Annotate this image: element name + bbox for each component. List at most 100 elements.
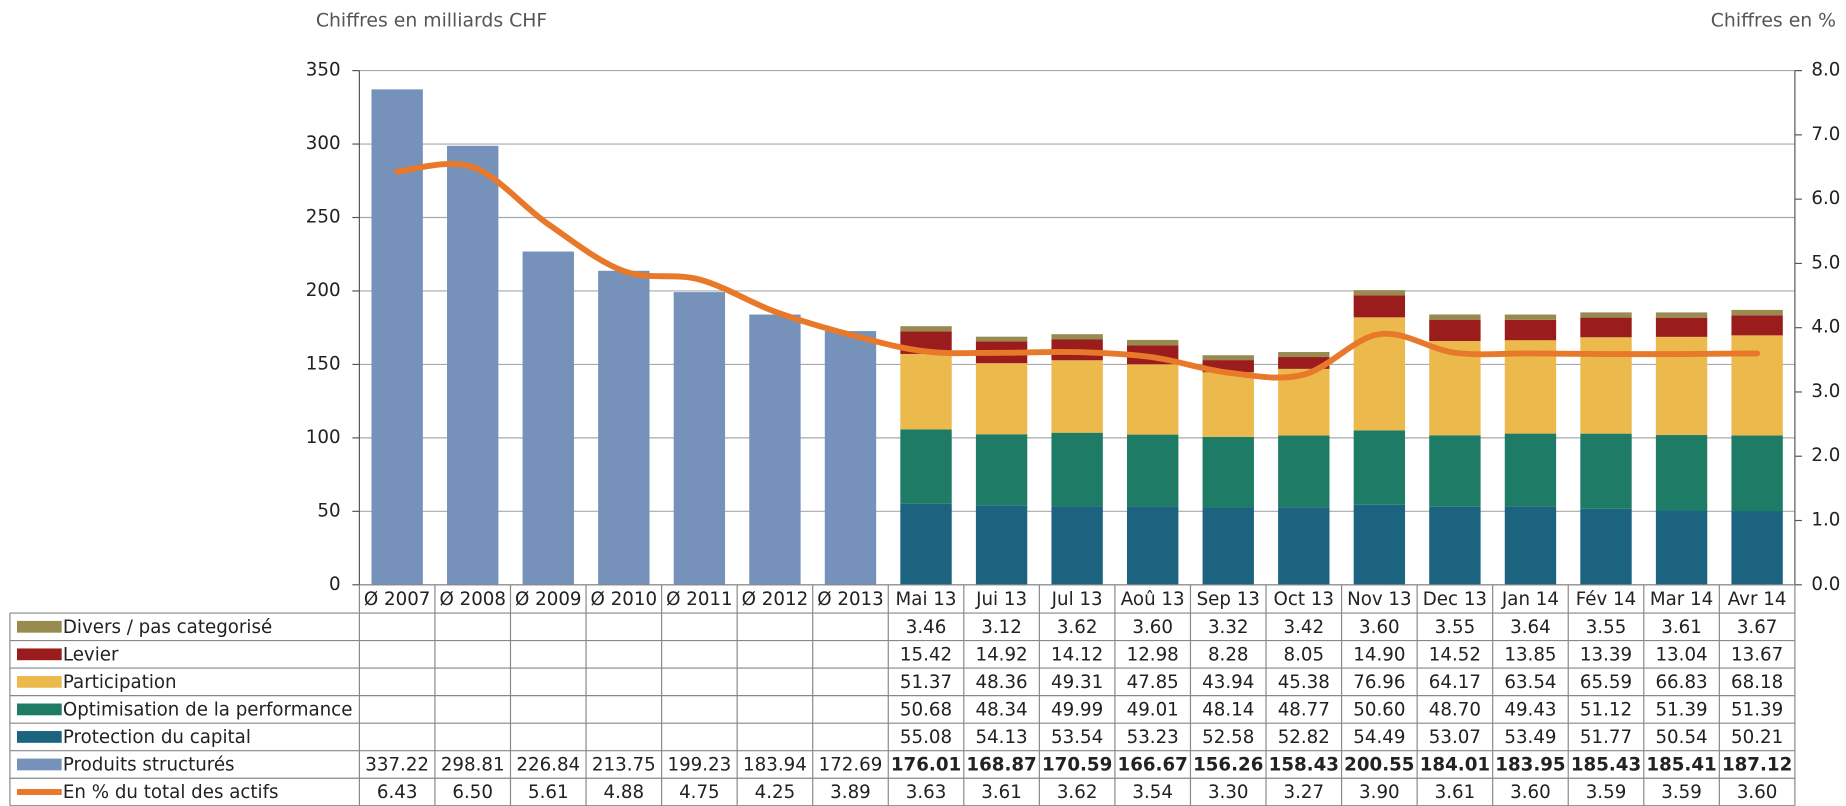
category-label: Fév 14 <box>1576 589 1636 610</box>
bar-segment <box>1429 435 1481 507</box>
table-value: 3.42 <box>1284 617 1325 638</box>
table-value: 50.68 <box>900 700 952 721</box>
table-value: 3.60 <box>1359 617 1400 638</box>
bar <box>522 251 574 585</box>
y-tick-label: 100 <box>306 427 341 448</box>
table-value: 8.05 <box>1284 645 1325 666</box>
table-value: 3.27 <box>1284 782 1325 803</box>
category-label: Sep 13 <box>1197 589 1260 610</box>
y-tick-label: 150 <box>306 353 341 374</box>
legend-label: En % du total des actifs <box>63 782 279 803</box>
table-value: 14.90 <box>1353 645 1405 666</box>
table-value: 13.85 <box>1504 645 1556 666</box>
category-label: Ø 2008 <box>439 589 506 610</box>
table-value: 156.26 <box>1193 755 1263 776</box>
table-value: 3.55 <box>1435 617 1476 638</box>
bar-segment <box>900 503 952 585</box>
bar-segment <box>1051 506 1103 585</box>
y-tick-label: 0 <box>329 574 341 595</box>
table-value: 53.07 <box>1429 727 1481 748</box>
bar-segment <box>1504 314 1557 320</box>
table-value: 3.62 <box>1057 617 1098 638</box>
table-value: 14.52 <box>1429 645 1481 666</box>
table-value: 4.75 <box>679 782 720 803</box>
bar-segment <box>1731 335 1783 436</box>
category-label: Aoû 13 <box>1121 589 1185 610</box>
table-value: 185.43 <box>1571 755 1641 776</box>
y-tick-label: 350 <box>306 60 341 81</box>
table-value: 166.67 <box>1118 755 1188 776</box>
table-value: 226.84 <box>516 755 580 776</box>
table-value: 63.54 <box>1504 672 1556 693</box>
table-value: 52.82 <box>1278 727 1330 748</box>
bar <box>447 145 499 585</box>
legend-label: Participation <box>63 672 177 693</box>
bar-segment <box>900 429 952 504</box>
table-value: 168.87 <box>966 755 1036 776</box>
legend-swatch <box>16 758 62 771</box>
table-value: 3.54 <box>1132 782 1173 803</box>
table-value: 64.17 <box>1429 672 1481 693</box>
table-value: 13.04 <box>1655 645 1707 666</box>
table-value: 48.70 <box>1429 700 1481 721</box>
table-value: 50.21 <box>1731 727 1783 748</box>
bar-segment <box>1504 506 1557 585</box>
category-label: Ø 2009 <box>515 589 582 610</box>
table-value: 183.94 <box>743 755 807 776</box>
y2-tick-label: 0.0 <box>1811 574 1840 595</box>
bar-segment <box>975 336 1028 342</box>
table-value: 158.43 <box>1269 755 1339 776</box>
y-tick-label: 200 <box>306 280 341 301</box>
category-label: Dec 13 <box>1423 589 1487 610</box>
table-value: 45.38 <box>1278 672 1330 693</box>
bar-segment <box>1504 319 1557 341</box>
table-value: 3.61 <box>981 782 1022 803</box>
table-value: 183.95 <box>1495 755 1565 776</box>
category-label: Jul 13 <box>1051 589 1103 610</box>
table-value: 3.60 <box>1132 617 1173 638</box>
bar-segment <box>1278 507 1330 585</box>
bar-segment <box>1202 372 1254 437</box>
y2-tick-label: 3.0 <box>1811 381 1840 402</box>
bar-segment <box>1580 317 1632 338</box>
table-value: 65.59 <box>1580 672 1632 693</box>
y2-tick-label: 6.0 <box>1811 188 1840 209</box>
table-value: 3.64 <box>1510 617 1551 638</box>
table-value: 3.89 <box>830 782 871 803</box>
table-value: 12.98 <box>1127 645 1179 666</box>
legend-swatch <box>16 620 62 633</box>
table-value: 3.46 <box>906 617 947 638</box>
table-value: 48.14 <box>1202 700 1254 721</box>
table-value: 337.22 <box>365 755 429 776</box>
legend-label: Optimisation de la performance <box>63 700 353 721</box>
table-value: 49.01 <box>1127 700 1179 721</box>
table-value: 185.41 <box>1646 755 1716 776</box>
table-value: 8.28 <box>1208 645 1249 666</box>
bar-segment <box>1278 352 1330 358</box>
left-axis-label: Chiffres en milliards CHF <box>316 11 547 32</box>
table-value: 48.36 <box>976 672 1028 693</box>
bar-segment <box>1580 312 1632 318</box>
category-label: Mar 14 <box>1650 589 1713 610</box>
table-value: 53.49 <box>1504 727 1556 748</box>
y-tick-label: 250 <box>306 207 341 228</box>
legend-swatch <box>16 675 62 688</box>
table-value: 4.25 <box>755 782 796 803</box>
bar-segment <box>1731 309 1783 316</box>
table-value: 53.23 <box>1127 727 1179 748</box>
bar-segment <box>1655 510 1708 585</box>
bar-segment <box>1051 360 1103 433</box>
bar-segment <box>1051 334 1103 340</box>
table-value: 51.77 <box>1580 727 1632 748</box>
table-value: 3.67 <box>1737 617 1778 638</box>
bar <box>824 331 877 585</box>
table-value: 51.37 <box>900 672 952 693</box>
table-value: 55.08 <box>900 727 952 748</box>
bar-segment <box>1655 312 1708 318</box>
bar-segment <box>1051 432 1103 507</box>
legend-label: Protection du capital <box>63 727 251 748</box>
table-value: 298.81 <box>441 755 505 776</box>
table-value: 49.43 <box>1504 700 1556 721</box>
bar-segment <box>1278 435 1330 508</box>
